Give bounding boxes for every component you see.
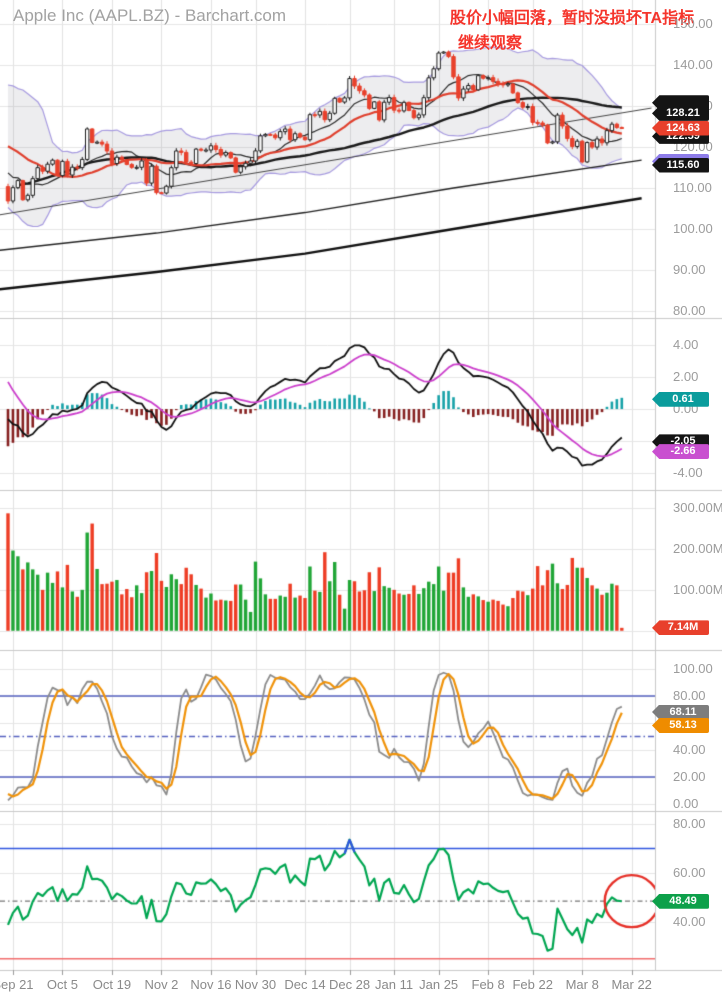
x-tick-label: Mar 8: [565, 977, 599, 992]
rsi-value-badge: 48.49: [652, 893, 709, 909]
x-tick-label: Oct 5: [46, 977, 78, 992]
x-tick-label: Feb 8: [471, 977, 505, 992]
chart-title: Apple Inc (AAPL.BZ) - Barchart.com: [13, 6, 287, 25]
stochastic-value-badge: 58.13: [652, 718, 709, 734]
x-tick-label: Nov 16: [190, 977, 232, 992]
x-tick-label: Jan 25: [419, 977, 459, 992]
y-tick-label: 40.00: [673, 742, 706, 757]
y-tick-label: 100.00: [673, 661, 713, 676]
y-tick-label: 2.00: [673, 369, 699, 385]
annotation-line2: 继续观察: [457, 35, 522, 52]
y-tick-label: 90.00: [673, 262, 706, 278]
y-tick-label: 40.00: [673, 913, 706, 929]
macd-value-badge: -2.66: [652, 444, 709, 460]
candlestick-value-badge: 128.21: [652, 105, 709, 121]
y-tick-label: 4.00: [673, 337, 699, 353]
x-tick-label: Dec 14: [284, 977, 326, 992]
candlestick-value-badge: 124.63: [652, 120, 709, 136]
y-tick-label: 20.00: [673, 769, 706, 784]
annotation-line1: 股价小幅回落，暂时没损坏TA指标: [449, 10, 695, 27]
x-tick-label: Mar 22: [611, 977, 652, 992]
y-tick-label: 300.00M: [673, 500, 722, 515]
y-tick-label: -4.00: [673, 465, 703, 481]
x-tick-label: Feb 22: [512, 977, 553, 992]
macd-value-badge: 0.61: [652, 391, 709, 407]
x-tick-label: Nov 30: [234, 977, 277, 992]
y-tick-label: 0.00: [673, 796, 699, 811]
y-tick-label: 110.00: [673, 180, 712, 195]
y-tick-label: 60.00: [673, 864, 706, 880]
stochastic-value-badge: 68.11: [652, 704, 709, 720]
x-tick-label: Dec 28: [328, 977, 371, 992]
y-tick-label: 200.00M: [673, 540, 722, 556]
candlestick-value-badge: 115.60: [652, 157, 709, 173]
x-tick-label: Oct 19: [92, 977, 132, 992]
y-tick-label: 80.00: [673, 303, 706, 319]
y-tick-label: 80.00: [673, 816, 706, 831]
y-tick-label: 150.00: [673, 15, 713, 31]
x-tick-label: Jan 11: [375, 977, 414, 992]
y-tick-label: 100.00M: [673, 581, 722, 597]
volume-value-badge: 7.14M: [652, 620, 709, 636]
y-tick-label: 140.00: [673, 56, 713, 72]
x-tick-label: Nov 2: [144, 977, 179, 992]
y-tick-label: 100.00: [673, 221, 713, 237]
y-tick-label: 80.00: [673, 688, 706, 703]
x-tick-label: Sep 21: [0, 977, 34, 992]
